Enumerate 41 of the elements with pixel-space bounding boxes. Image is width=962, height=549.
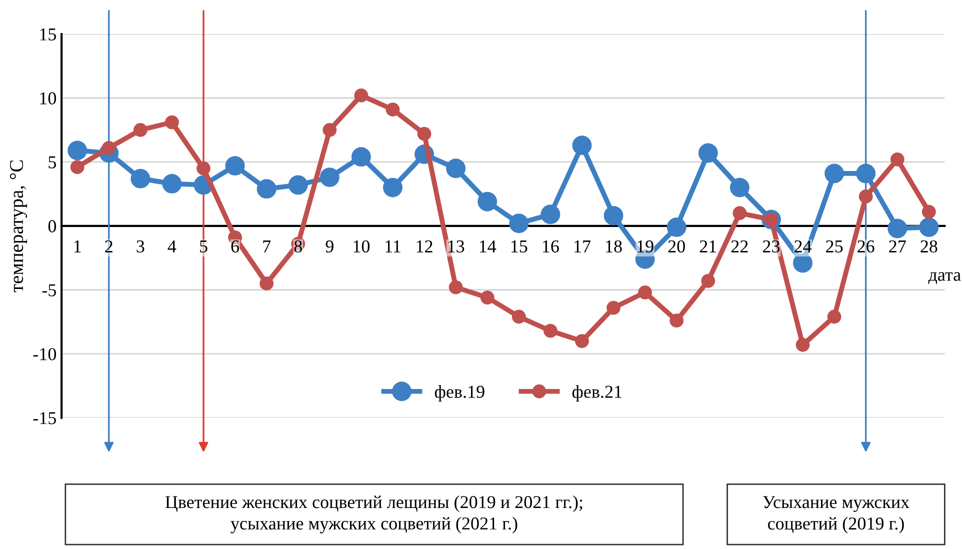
legend-label: фев.21	[572, 385, 622, 402]
text: Цветение женских соцветий лещины (2019 и 2021 гг.); усыхание мужских соцветий (2021 г.)	[165, 496, 582, 534]
x-tick-label: 8	[294, 240, 302, 253]
x-tick-label: 11	[386, 240, 400, 252]
x-tick-label: 17	[574, 240, 590, 252]
x-tick-label: 24	[794, 240, 812, 252]
y-tick-label: 0	[48, 220, 56, 232]
x-tick-label: 3	[136, 240, 144, 253]
x-tick-label: 2	[105, 240, 112, 252]
y-tick-label: 5	[48, 156, 56, 168]
x-tick-label: 25	[826, 240, 843, 253]
x-tick-label: 12	[416, 240, 432, 252]
y-tick-label: -15	[33, 412, 56, 424]
x-tick-label: 6	[231, 240, 240, 253]
x-tick-label: 19	[638, 240, 654, 253]
x-tick-label: 18	[606, 240, 622, 253]
text: Усыхание мужских соцветий (2019 г.)	[762, 496, 910, 534]
x-tick-label: 26	[858, 240, 874, 253]
y-tick-label: 10	[40, 92, 56, 104]
x-tick-label: 7	[263, 240, 271, 252]
x-tick-label: 5	[200, 240, 208, 253]
x-tick-label: 15	[511, 240, 528, 253]
x-tick-label: 1	[74, 240, 81, 252]
x-axis-title: дата	[928, 272, 961, 284]
x-tick-label: 20	[668, 240, 685, 253]
x-tick-label: 23	[762, 240, 780, 253]
y-axis-title: температура, °С	[10, 160, 28, 292]
y-tick-label: 15	[40, 28, 56, 40]
x-tick-label: 10	[354, 240, 370, 253]
y-tick-label: -5	[42, 284, 56, 296]
x-tick-label: 21	[700, 240, 716, 252]
x-tick-label: 13	[448, 240, 464, 253]
x-tick-label: 22	[731, 240, 748, 252]
y-tick-label: -10	[33, 348, 56, 360]
x-tick-label: 9	[326, 240, 334, 253]
x-tick-label: 28	[920, 240, 938, 253]
x-tick-label: 16	[542, 240, 559, 253]
x-tick-label: 4	[168, 240, 176, 252]
x-tick-label: 27	[889, 240, 906, 252]
legend-label: фев.19	[434, 385, 484, 402]
x-tick-label: 14	[480, 240, 496, 252]
